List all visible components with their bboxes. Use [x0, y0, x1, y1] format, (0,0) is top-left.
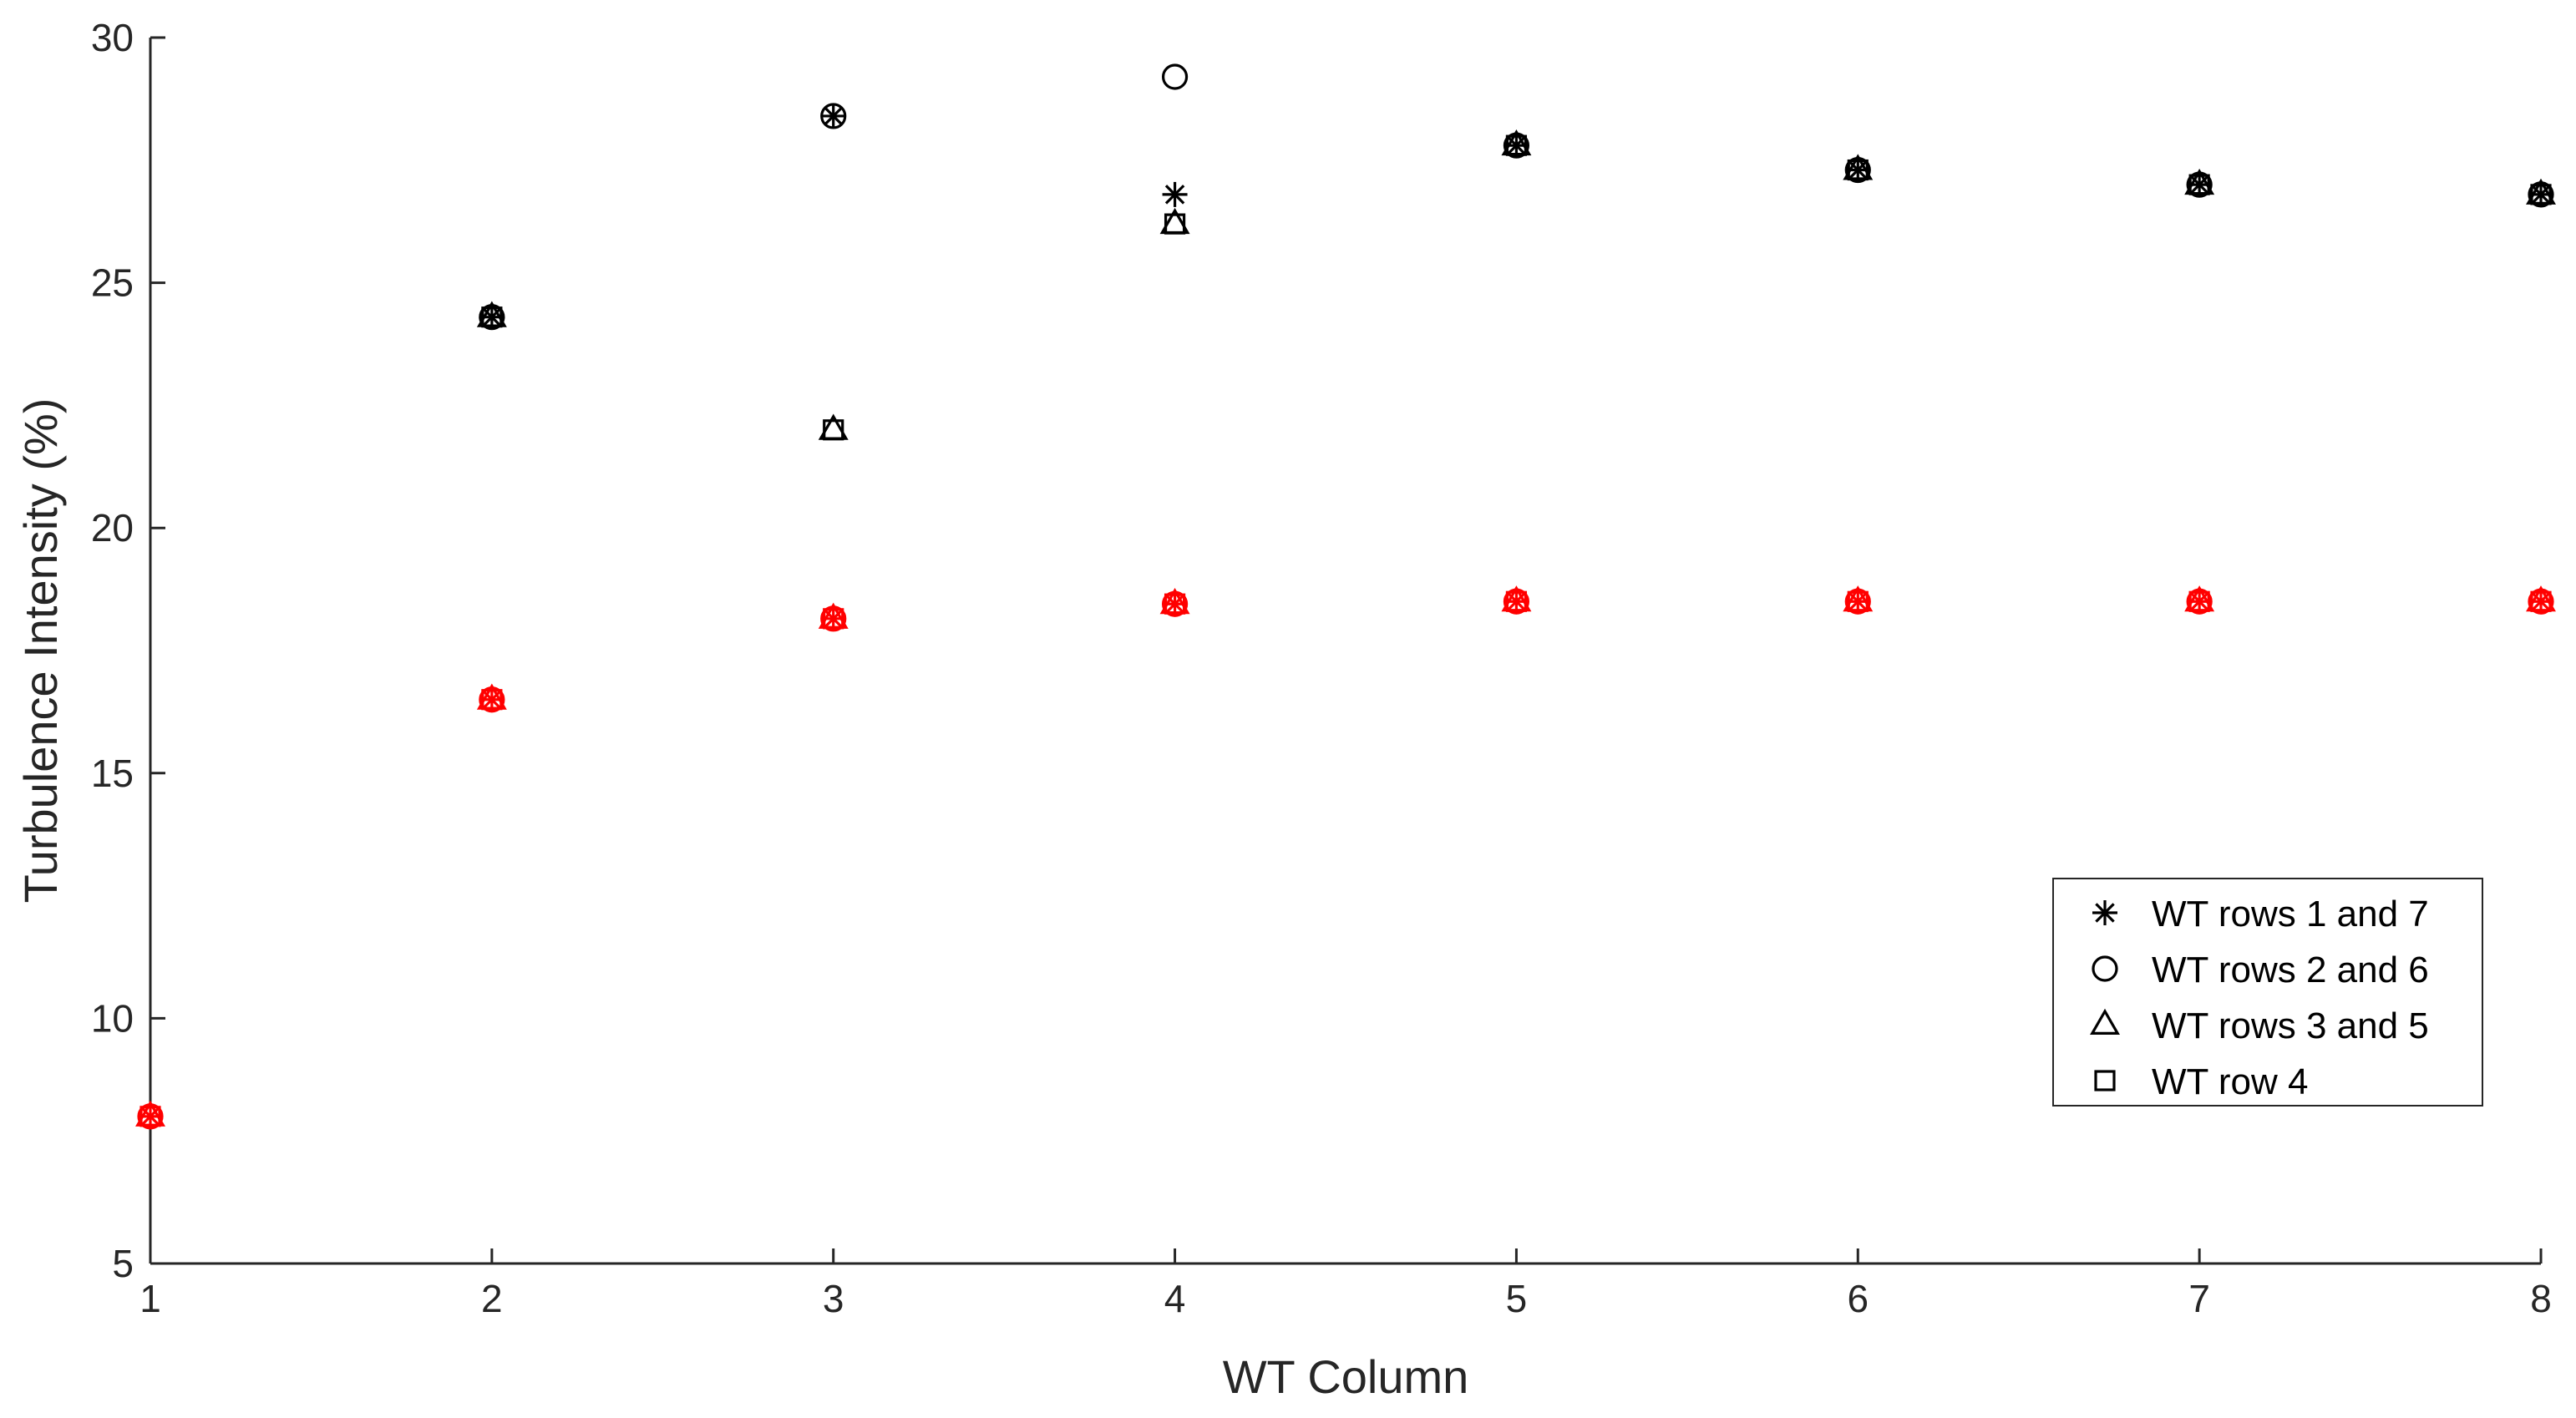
y-tick-label: 10 — [91, 996, 134, 1040]
x-tick-label: 7 — [2188, 1277, 2210, 1320]
y-tick-label: 5 — [112, 1242, 134, 1285]
x-tick-label: 4 — [1164, 1277, 1186, 1320]
data-point-square — [2530, 184, 2552, 205]
data-point-square — [1164, 593, 1186, 615]
legend-box — [2052, 878, 2483, 1107]
data-point-square — [1505, 590, 1528, 612]
legend-square-icon — [2094, 1070, 2116, 1091]
y-ticks: 5 10 15 20 25 30 — [91, 16, 165, 1285]
data-point-square — [1847, 590, 1869, 612]
legend: WT rows 1 and 7 WT rows 2 and 6 WT rows 3 … — [2052, 878, 2483, 1107]
data-point-square — [1847, 159, 1869, 181]
legend-label: WT rows 2 and 6 — [2152, 950, 2429, 990]
data-point-circle — [820, 103, 847, 129]
data-point-square — [2530, 590, 2552, 612]
legend-label: WT rows 3 and 5 — [2152, 1005, 2429, 1046]
legend-label: WT row 4 — [2152, 1061, 2308, 1102]
legend-asterisk-icon — [2092, 900, 2117, 925]
x-axis-title: WT Column — [1223, 1350, 1469, 1403]
legend-triangle-icon — [2090, 1008, 2120, 1036]
data-points — [135, 63, 2556, 1130]
data-point-square — [1164, 213, 1186, 235]
x-tick-label: 2 — [481, 1277, 503, 1320]
data-point-square — [481, 689, 503, 711]
x-ticks: 1 2 3 4 5 6 7 8 — [139, 1248, 2552, 1320]
data-point-square — [1505, 134, 1528, 156]
x-tick-label: 6 — [1847, 1277, 1869, 1320]
y-tick-label: 25 — [91, 261, 134, 305]
x-tick-label: 3 — [823, 1277, 844, 1320]
y-axis-title: Turbulence Intensity (%) — [14, 398, 67, 904]
data-point-square — [2188, 590, 2210, 612]
data-point-square — [2188, 174, 2210, 195]
axes — [149, 38, 2541, 1265]
y-tick-label: 30 — [91, 16, 134, 59]
data-point-asterisk — [1162, 181, 1188, 207]
data-point-square — [139, 1106, 161, 1127]
data-point-asterisk — [820, 103, 846, 129]
y-tick-label: 15 — [91, 752, 134, 795]
legend-label: WT rows 1 and 7 — [2152, 894, 2429, 934]
y-tick-label: 20 — [91, 506, 134, 549]
legend-circle-icon — [2092, 955, 2118, 982]
data-point-square — [481, 306, 503, 328]
data-point-circle — [1161, 63, 1189, 90]
x-tick-label: 1 — [139, 1277, 161, 1320]
x-tick-label: 5 — [1506, 1277, 1528, 1320]
data-point-square — [823, 419, 844, 441]
data-point-square — [823, 608, 844, 630]
x-tick-label: 8 — [2530, 1277, 2552, 1320]
